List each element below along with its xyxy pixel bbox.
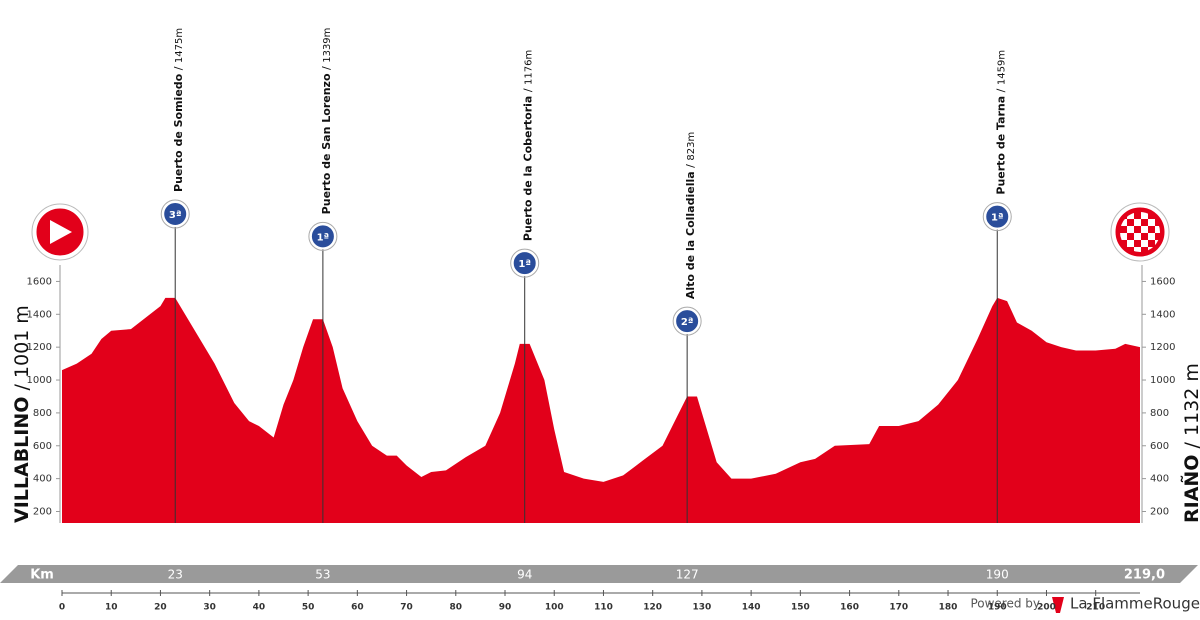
climb-category: 1ª <box>317 232 330 243</box>
separator: / <box>684 161 697 172</box>
x-tick-label: 10 <box>105 603 118 613</box>
climb-name: Puerto de la Cobertoria <box>522 96 535 241</box>
finish-icon <box>1110 202 1170 262</box>
climb-category: 1ª <box>518 259 531 270</box>
y-tick-label: 1200 <box>1150 342 1175 353</box>
x-tick-label: 150 <box>791 603 810 613</box>
y-tick-label: 1400 <box>27 309 52 320</box>
powered-by: Powered by <box>970 597 1040 611</box>
climb-category: 3ª <box>169 210 182 221</box>
endpoint-label: RIAÑO / 1132 m <box>1179 363 1200 523</box>
climb-icon <box>162 200 189 227</box>
x-tick-label: 160 <box>840 603 859 613</box>
climb-label: Puerto de Tarna / 1459m <box>994 50 1007 195</box>
x-tick-label: 90 <box>499 603 512 613</box>
climb-icon <box>984 203 1011 230</box>
start-icon <box>31 203 89 261</box>
y-tick-label: 600 <box>33 441 52 452</box>
brand-logo <box>1052 597 1064 613</box>
climb-altitude: 1475m <box>174 28 185 63</box>
km-band <box>0 565 1198 583</box>
climb-altitude: 1339m <box>322 28 333 63</box>
endpoint-altitude: 1132 m <box>1181 363 1200 436</box>
climb-name: Alto de la Colladiella <box>684 171 697 299</box>
y-tick-label: 1600 <box>27 276 52 287</box>
separator: / <box>994 85 1007 96</box>
climb-icon <box>511 250 538 277</box>
climb-category: 1ª <box>991 213 1004 224</box>
y-tick-label: 1200 <box>27 342 52 353</box>
climb-km: 53 <box>315 568 330 582</box>
climb-name: Puerto de Somiedo <box>172 73 185 192</box>
climb-km: 190 <box>986 568 1009 582</box>
x-tick-label: 40 <box>253 603 266 613</box>
climb-altitude: 1459m <box>996 50 1007 85</box>
climb-icon-ring <box>510 248 540 278</box>
y-tick-label: 200 <box>33 506 52 517</box>
x-tick-label: 80 <box>450 603 463 613</box>
y-tick-label: 400 <box>1150 474 1169 485</box>
x-tick-label: 100 <box>545 603 564 613</box>
y-tick-label: 1600 <box>1150 276 1175 287</box>
separator: / <box>320 63 333 74</box>
x-tick-label: 130 <box>693 603 712 613</box>
endpoint-name: VILLABLINO <box>11 397 33 523</box>
y-tick-label: 1000 <box>1150 375 1175 386</box>
brand: La FlammeRouge <box>1070 595 1200 613</box>
climb-label: Alto de la Colladiella / 823m <box>684 132 697 299</box>
climb-name: Puerto de Tarna <box>994 96 1007 195</box>
endpoint-altitude: 1001 m <box>11 305 33 378</box>
x-tick-label: 50 <box>302 603 315 613</box>
climb-label: Puerto de Somiedo / 1475m <box>172 28 185 192</box>
y-tick-label: 800 <box>33 408 52 419</box>
climb-icon-ring <box>308 221 338 251</box>
elevation-area <box>62 297 1140 523</box>
y-tick-label: 200 <box>1150 506 1169 517</box>
climb-icon-ring <box>982 202 1012 232</box>
climb-name: Puerto de San Lorenzo <box>320 73 333 214</box>
x-tick-label: 190 <box>988 603 1007 613</box>
x-tick-label: 210 <box>1086 603 1105 613</box>
separator: / <box>172 63 185 74</box>
y-tick-label: 800 <box>1150 408 1169 419</box>
endpoint-name: RIAÑO <box>1179 455 1200 523</box>
distance-label: 219,0 <box>1124 568 1165 583</box>
x-tick-label: 120 <box>643 603 662 613</box>
endpoint-label: VILLABLINO / 1001 m <box>11 305 33 523</box>
climb-altitude: 823m <box>686 132 697 161</box>
climb-label: Puerto de la Cobertoria / 1176m <box>522 50 535 241</box>
separator: / <box>522 85 535 96</box>
x-tick-label: 20 <box>154 603 167 613</box>
x-tick-label: 200 <box>1037 603 1056 613</box>
x-tick-label: 0 <box>59 603 65 613</box>
x-tick-label: 60 <box>351 603 364 613</box>
climb-km: 127 <box>676 568 699 582</box>
x-tick-label: 70 <box>400 603 413 613</box>
separator: / <box>1181 436 1200 454</box>
climb-icon <box>309 223 336 250</box>
climb-km: 94 <box>517 568 532 582</box>
separator: / <box>11 378 33 396</box>
y-tick-label: 400 <box>33 474 52 485</box>
climb-icon-ring <box>160 199 190 229</box>
y-tick-label: 1400 <box>1150 309 1175 320</box>
x-tick-label: 110 <box>594 603 613 613</box>
climb-category: 2ª <box>681 317 694 328</box>
y-tick-label: 600 <box>1150 441 1169 452</box>
x-tick-label: 170 <box>889 603 908 613</box>
x-tick-label: 180 <box>939 603 958 613</box>
climb-km: 23 <box>168 568 183 582</box>
x-tick-label: 140 <box>742 603 761 613</box>
climb-icon <box>674 308 701 335</box>
climb-label: Puerto de San Lorenzo / 1339m <box>320 28 333 215</box>
climb-altitude: 1176m <box>524 50 535 85</box>
y-tick-label: 1000 <box>27 375 52 386</box>
x-tick-label: 30 <box>203 603 216 613</box>
km-label: Km <box>30 568 54 583</box>
climb-icon-ring <box>672 306 702 336</box>
